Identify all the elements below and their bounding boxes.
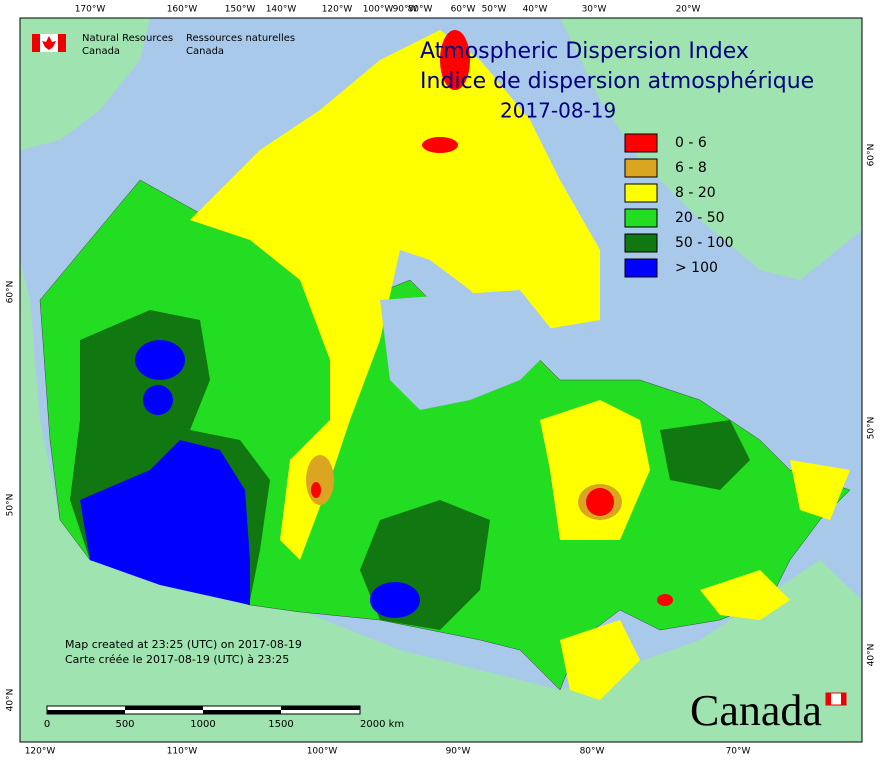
legend-swatch xyxy=(624,233,658,253)
lon-label-top: 120°W xyxy=(322,5,353,15)
lon-label-bottom: 120°W xyxy=(25,747,56,757)
scale-label: 1000 xyxy=(190,719,215,730)
canada-0-6 xyxy=(586,488,614,516)
canada-50-100-labrador xyxy=(660,420,750,490)
lon-label-top: 20°W xyxy=(676,5,701,15)
title-fr: Indice de dispersion atmosphérique xyxy=(420,69,814,94)
canada-8-20-south xyxy=(560,620,640,700)
title-date: 2017-08-19 xyxy=(500,99,616,123)
lat-label-right: 40°N xyxy=(867,644,877,667)
credit-fr: Carte créée le 2017-08-19 (UTC) à 23:25 xyxy=(65,653,289,666)
lon-label-top: 140°W xyxy=(266,5,297,15)
scale-label: 0 xyxy=(44,719,50,730)
scale-label: 500 xyxy=(115,719,134,730)
agency-fr: Ressources naturelles xyxy=(186,33,295,44)
canada-0-6-arctic xyxy=(440,30,470,90)
land-greenland xyxy=(560,18,862,280)
canada-0-6-east xyxy=(657,594,673,606)
lat-label-left: 50°N xyxy=(6,494,16,517)
canada-0-6-arctic2 xyxy=(422,137,458,153)
lat-label-left: 40°N xyxy=(6,689,16,712)
canada-8-20-north xyxy=(190,30,600,560)
lat-label-right: 60°N xyxy=(867,144,877,167)
legend-swatch xyxy=(624,133,658,153)
lon-label-top: 60°W xyxy=(451,5,476,15)
wordmark: Canada xyxy=(690,686,822,735)
lat-label-right: 50°N xyxy=(867,417,877,440)
canada-over-100-prairies xyxy=(80,440,250,605)
map-area xyxy=(19,17,863,743)
flag-bar xyxy=(58,34,66,52)
scale-bar-seg xyxy=(203,710,281,714)
graticule-labels: 170°W 160°W 150°W 140°W 120°W 100°W 90°W80°W 60… xyxy=(6,5,877,757)
canada-6-8-west xyxy=(306,455,334,505)
scale-bar-seg xyxy=(47,710,125,714)
flag-bar xyxy=(32,34,40,52)
lon-label-bottom: 90°W xyxy=(446,747,471,757)
legend-swatch xyxy=(624,183,658,203)
lon-label-top: 80°W xyxy=(408,5,433,15)
scale-label: 2000 km xyxy=(360,719,404,730)
legend-label: 6 - 8 xyxy=(675,160,707,176)
canada-8-20-maritimes xyxy=(700,570,790,620)
lat-label-left: 60°N xyxy=(6,281,16,304)
legend: 0 - 6 6 - 8 8 - 20 20 - 50 50 - 100 > 100 xyxy=(624,133,734,278)
legend-swatch xyxy=(624,208,658,228)
lon-label-top: 90°W xyxy=(393,5,418,15)
lon-label-top: 160°W xyxy=(167,5,198,15)
legend-label: > 100 xyxy=(675,260,718,276)
lon-label-top: 150°W xyxy=(225,5,256,15)
lon-label-bottom: 80°W xyxy=(580,747,605,757)
canada-over-100-north xyxy=(135,340,185,380)
nrcan-logo: Natural Resources Canada Ressources natu… xyxy=(32,33,295,57)
lon-label-top: 50°W xyxy=(482,5,507,15)
scale-bar-seg xyxy=(281,706,360,710)
map-border xyxy=(19,17,863,743)
legend-label: 8 - 20 xyxy=(675,185,716,201)
agency-fr: Canada xyxy=(186,46,224,57)
scale-label: 1500 xyxy=(268,719,293,730)
legend-swatch xyxy=(624,258,658,278)
canada-0-6-west xyxy=(311,482,321,498)
lon-label-top: 170°W xyxy=(75,5,106,15)
credit-en: Map created at 23:25 (UTC) on 2017-08-19 xyxy=(65,638,302,651)
scale-bar xyxy=(46,705,361,715)
canada-8-20-quebec xyxy=(540,400,650,540)
lon-label-bottom: 100°W xyxy=(307,747,338,757)
lon-label-top: 100°W xyxy=(363,5,394,15)
scale-labels: 0 500 1000 1500 2000 km xyxy=(44,719,404,730)
canada-8-20-nfld xyxy=(790,460,850,520)
land-us xyxy=(20,18,862,742)
lon-label-top: 30°W xyxy=(582,5,607,15)
title-en: Atmospheric Dispersion Index xyxy=(420,39,749,64)
legend-label: 20 - 50 xyxy=(675,210,725,226)
wordmark-flag-bar xyxy=(826,693,831,705)
agency-en: Natural Resources xyxy=(82,33,173,44)
maple-leaf xyxy=(42,36,56,50)
hudson-bay xyxy=(380,290,560,410)
lon-label-top: 40°W xyxy=(523,5,548,15)
lon-label-bottom: 70°W xyxy=(726,747,751,757)
wordmark-flag-bar xyxy=(841,693,846,705)
legend-swatch xyxy=(624,158,658,178)
canada-over-100-ontario xyxy=(370,582,420,618)
agency-en: Canada xyxy=(82,46,120,57)
legend-label: 50 - 100 xyxy=(675,235,734,251)
lon-label-bottom: 110°W xyxy=(167,747,198,757)
legend-label: 0 - 6 xyxy=(675,135,707,151)
canada-over-100-north2 xyxy=(143,385,173,415)
scale-bar-seg xyxy=(125,706,203,710)
